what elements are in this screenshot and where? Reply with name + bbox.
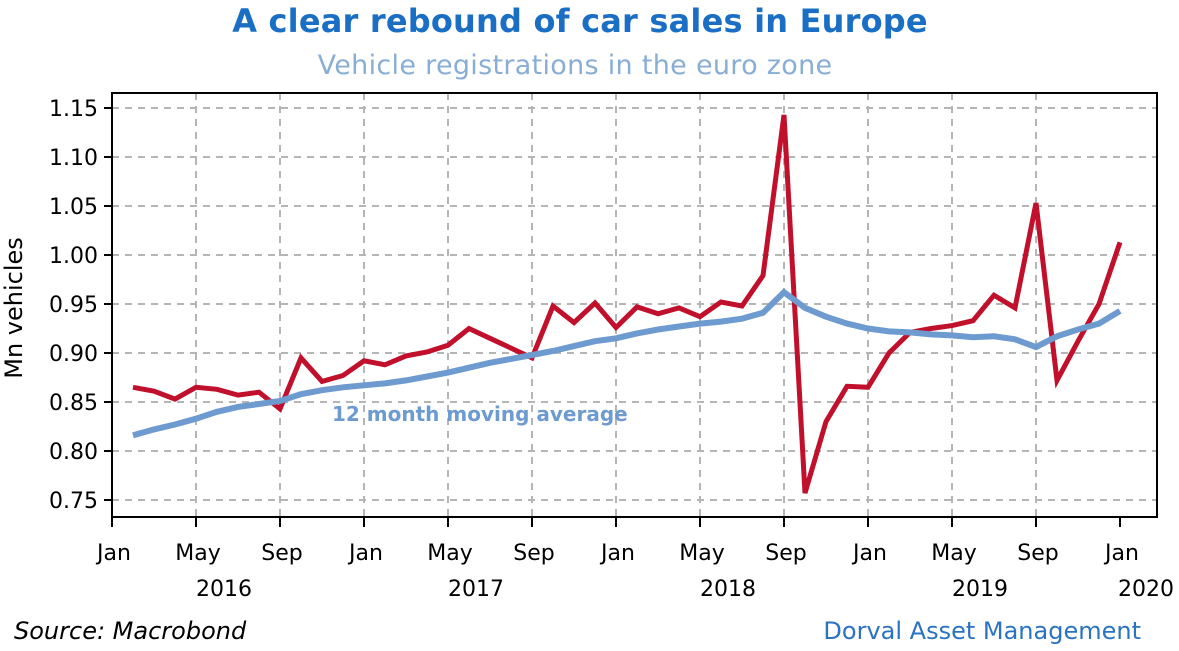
x-year-label: 2017 — [448, 577, 504, 602]
x-tick-label: May — [427, 541, 472, 566]
x-tick-label: Sep — [765, 541, 806, 566]
x-year-label: 2016 — [196, 577, 252, 602]
y-tick-label: 0.95 — [49, 293, 98, 318]
y-tick-label: 0.90 — [49, 342, 98, 367]
x-tick-label: May — [931, 541, 976, 566]
x-tick-label: Jan — [851, 541, 887, 566]
y-tick-label: 0.75 — [49, 489, 98, 514]
x-year-label: 2020 — [1118, 577, 1174, 602]
y-tick-label: 1.00 — [49, 244, 98, 269]
series-registrations-line — [132, 114, 1123, 494]
x-tick-label: May — [679, 541, 724, 566]
x-year-label: 2018 — [700, 577, 756, 602]
x-tick-label: Sep — [261, 541, 302, 566]
grid-lines — [112, 93, 1157, 517]
x-tick-label: Jan — [1103, 541, 1139, 566]
y-axis: 0.75 0.80 0.85 0.90 0.95 1.00 1.05 1.10 1.15 — [49, 97, 112, 514]
x-tick-label: Jan — [599, 541, 635, 566]
y-tick-label: 1.05 — [49, 195, 98, 220]
y-tick-label: 0.80 — [49, 440, 98, 465]
x-year-label: 2019 — [952, 577, 1008, 602]
y-tick-label: 1.10 — [49, 146, 98, 171]
chart-title: A clear rebound of car sales in Europe — [232, 2, 928, 40]
y-tick-label: 1.15 — [49, 97, 98, 122]
credit-note: Dorval Asset Management — [823, 617, 1141, 645]
series-layer — [132, 114, 1123, 494]
x-tick-label: Sep — [513, 541, 554, 566]
x-tick-label: Jan — [95, 541, 131, 566]
moving-average-annotation: 12 month moving average — [332, 402, 628, 426]
series-moving-average-line — [132, 288, 1122, 439]
y-axis-label: Mn vehicles — [0, 237, 28, 379]
x-tick-label: Jan — [347, 541, 383, 566]
x-tick-label: Sep — [1017, 541, 1058, 566]
chart-subtitle: Vehicle registrations in the euro zone — [317, 50, 833, 81]
source-note: Source: Macrobond — [14, 617, 247, 645]
x-tick-label: May — [175, 541, 220, 566]
y-tick-label: 0.85 — [49, 391, 98, 416]
x-axis: Jan May Sep Jan May Sep Jan May Sep Jan May Sep Jan 2… — [95, 517, 1174, 602]
